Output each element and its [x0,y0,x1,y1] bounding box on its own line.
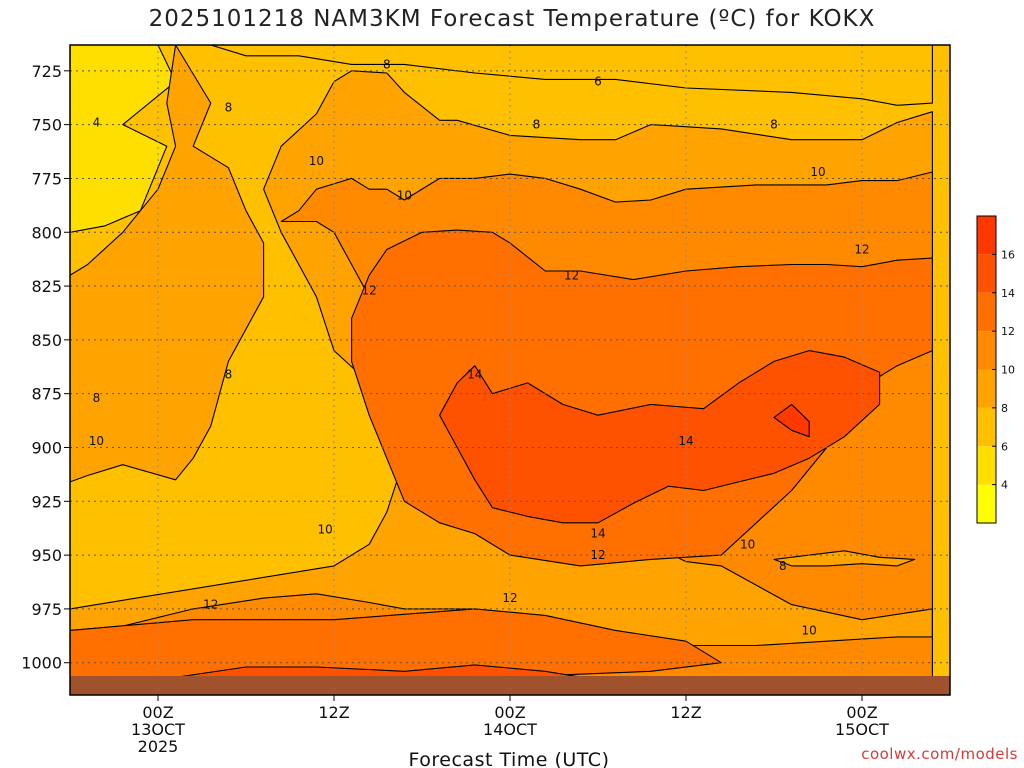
contour-band-4 [70,45,177,233]
colorbar-band [977,331,996,370]
colorbar-tick-label: 14 [1001,287,1015,300]
contour-label: 8 [383,57,391,71]
x-tick-label: 15OCT [835,720,889,739]
contour-band-6 [210,45,933,106]
y-tick-label: 975 [31,600,62,619]
grid-lines [70,45,950,695]
contour-label: 10 [810,165,825,179]
y-tick-label: 925 [31,492,62,511]
contour-label: 10 [309,154,324,168]
contour-label: 10 [89,434,104,448]
y-tick-label: 750 [31,116,62,135]
y-tick-label: 825 [31,277,62,296]
x-tick-label: 00Z [142,703,173,722]
credit-text[interactable]: coolwx.com/models [861,745,1018,763]
contour-band-16 [773,403,810,438]
contour-label: 8 [770,118,778,132]
colorbar-tick-label: 10 [1001,364,1015,377]
x-tick-label: 14OCT [483,720,537,739]
contour-label: 6 [594,75,602,89]
x-tick-label: 12Z [318,703,349,722]
colorbar-band [977,446,996,485]
chart-title: 2025101218 NAM3KM Forecast Temperature (… [148,6,876,32]
colorbar-band [977,292,996,332]
colorbar-band [977,369,996,408]
x-axis-title: Forecast Time (UTC) [409,749,610,768]
contour-label: 12 [564,268,579,282]
contour-label: 14 [590,527,605,541]
contour-label: 14 [678,434,693,448]
contour-label: 8 [225,367,233,381]
contour-label: 12 [590,548,605,562]
colorbar: 4 6 8 10 12 14 16 [976,215,1015,524]
y-tick-label: 900 [31,438,62,457]
contour-label: 8 [779,559,787,573]
colorbar-band [977,484,996,523]
contour-label: 10 [740,537,755,551]
contour-band-8 [70,45,265,483]
y-axis: 725 750 775 800 825 850 875 900 925 950 975 1000 [21,62,70,673]
y-tick-label: 1000 [21,654,62,673]
contour-label: 8 [533,118,541,132]
contour-band-8 [773,550,916,567]
contour-label: 12 [362,283,377,297]
ground-layer [70,676,950,695]
contour-band-14 [439,350,881,524]
colorbar-tick-label: 16 [1001,248,1015,261]
colorbar-tick-label: 8 [1001,402,1008,415]
colorbar-tick-label: 6 [1001,440,1008,453]
y-tick-label: 875 [31,385,62,404]
contour-label: 12 [854,242,869,256]
contour-label: 10 [318,522,333,536]
contour-label: 10 [802,623,817,637]
contour-labels: 4 8 8 6 8 8 10 10 10 12 12 12 14 8 8 14 10 10 14 12 10 8 12 12 1… [89,57,870,637]
colorbar-band [977,216,996,255]
x-tick-label: 00Z [494,703,525,722]
x-tick-label: 2025 [138,737,179,756]
y-tick-label: 725 [31,62,62,81]
colorbar-band [977,407,996,447]
x-tick-label: 12Z [670,703,701,722]
contour-label: 14 [467,367,482,381]
ground-strip [70,676,950,695]
colorbar-band [977,254,996,293]
y-tick-label: 775 [31,169,62,188]
contour-label: 12 [502,591,517,605]
contour-label: 12 [203,598,218,612]
colorbar-tick-label: 12 [1001,325,1015,338]
y-tick-label: 850 [31,331,62,350]
contour-label: 10 [397,189,412,203]
x-tick-label: 13OCT [131,720,185,739]
contour-label: 8 [225,100,233,114]
colorbar-tick-label: 4 [1001,479,1008,492]
y-tick-label: 800 [31,223,62,242]
contour-label: 8 [93,391,101,405]
x-tick-label: 00Z [846,703,877,722]
contour-label: 4 [93,115,101,129]
y-tick-label: 950 [31,546,62,565]
